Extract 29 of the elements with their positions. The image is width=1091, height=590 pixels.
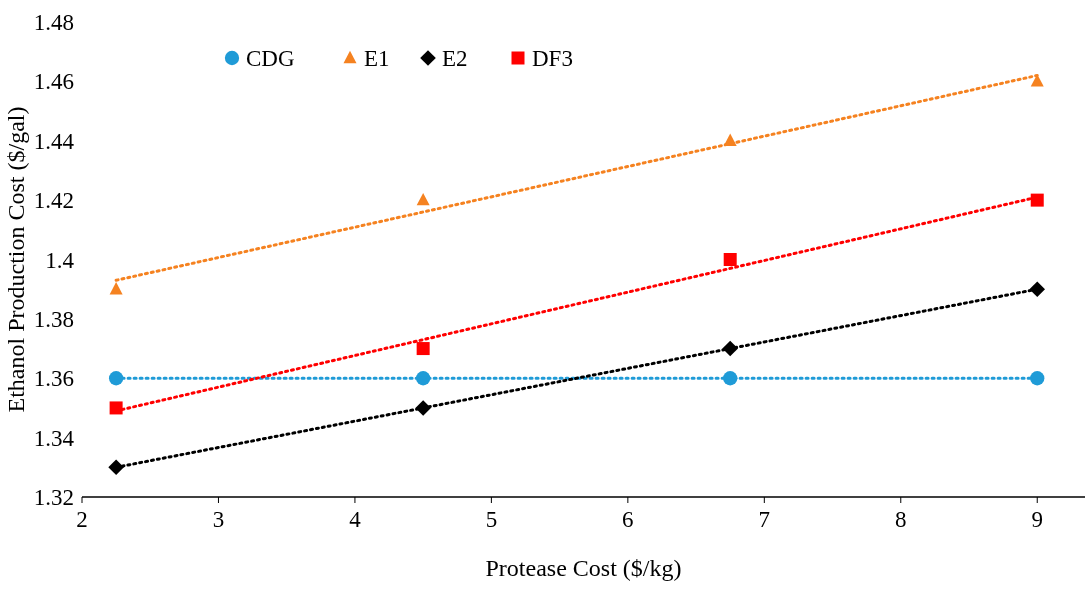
y-axis-title: Ethanol Production Cost ($/gal) [3, 106, 29, 413]
x-tick-label: 6 [622, 507, 634, 532]
point [1030, 193, 1044, 207]
x-axis-title: Protease Cost ($/kg) [485, 555, 682, 581]
y-tick-label: 1.34 [33, 425, 75, 451]
y-tick-label: 1.42 [33, 188, 74, 214]
y-tick-label: 1.48 [33, 10, 74, 36]
point [109, 282, 123, 295]
legend-label: E2 [442, 46, 468, 72]
y-tick-label: 1.38 [33, 306, 74, 332]
x-tick-label: 5 [485, 507, 498, 532]
x-tick-label: 3 [212, 507, 225, 532]
point [416, 192, 430, 206]
x-tick-label: 9 [1031, 507, 1043, 532]
y-tick-label: 1.36 [33, 366, 74, 392]
y-tick-label: 1.46 [33, 69, 74, 95]
y-tick-label: 1.32 [33, 485, 74, 511]
legend-label: CDG [246, 46, 295, 72]
legend-label: DF3 [532, 46, 573, 72]
x-tick-label: 2 [76, 507, 88, 532]
legend-label: E1 [364, 46, 390, 72]
y-tick-label: 1.44 [33, 128, 75, 154]
x-tick-label: 4 [349, 507, 362, 532]
point [1030, 74, 1044, 87]
x-tick-label: 7 [758, 507, 771, 532]
y-tick-label: 1.4 [45, 247, 75, 273]
point [416, 342, 430, 356]
x-tick-label: 8 [895, 507, 907, 532]
point [723, 253, 737, 266]
